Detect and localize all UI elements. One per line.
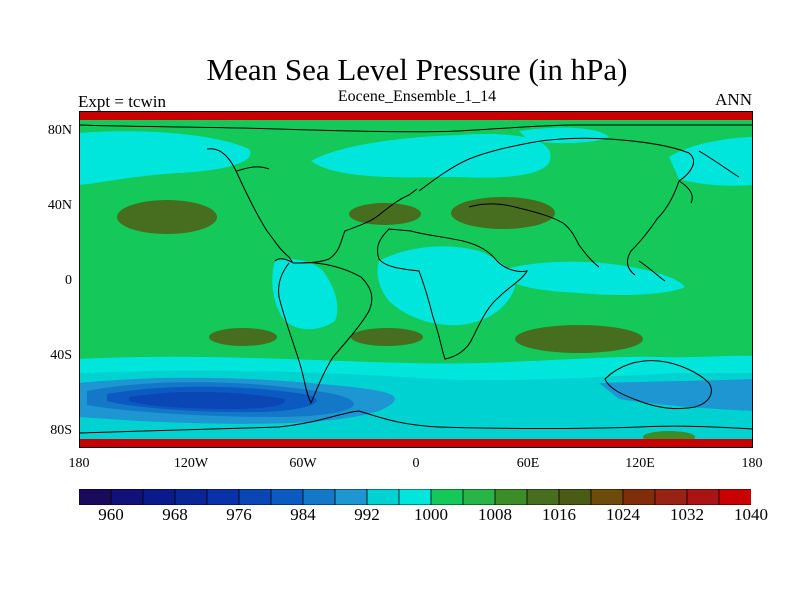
colorbar-label: 1040	[734, 505, 768, 524]
lat-tick-80s: 80S	[50, 423, 72, 438]
coast-antarctica	[79, 410, 753, 434]
south-america-low	[272, 259, 338, 330]
arctic-low	[519, 127, 609, 144]
north-pacific-high	[117, 200, 217, 234]
lon-tick-60e: 60E	[516, 456, 540, 471]
east-low-cell	[733, 383, 753, 411]
southern-blue-light-east	[599, 379, 753, 411]
coast-eurasia	[418, 137, 694, 276]
experiment-label: Expt = tcwin	[78, 92, 166, 111]
colorbar-swatch	[590, 489, 624, 505]
plot-subtitle: Eocene_Ensemble_1_14	[337, 88, 497, 105]
colorbar-label: 1016	[542, 505, 576, 524]
plot-title: Mean Sea Level Pressure (in hPa)	[206, 52, 628, 87]
coast-australia	[604, 360, 712, 410]
colorbar-label: 976	[226, 505, 252, 524]
colorbar-swatch	[654, 489, 688, 505]
colorbar-swatch	[110, 489, 144, 505]
colorbar-swatch	[526, 489, 560, 505]
colorbar-label: 1000	[414, 505, 448, 524]
lon-tick-120e: 120E	[625, 456, 655, 471]
colorbar-swatch	[270, 489, 304, 505]
colorbar-label: 960	[98, 505, 124, 524]
colorbar-swatch	[238, 489, 272, 505]
coast-south-america	[278, 262, 373, 405]
coast-arctic	[79, 124, 753, 133]
colorbar-label: 984	[290, 505, 316, 524]
south-atlantic-high	[351, 328, 423, 346]
colorbar	[79, 489, 751, 505]
colorbar-label: 1032	[670, 505, 704, 524]
lon-tick-180w: 180	[68, 456, 90, 471]
lat-tick-40n: 40N	[47, 198, 72, 213]
colorbar-swatch	[366, 489, 400, 505]
colorbar-swatch	[462, 489, 496, 505]
asia-high	[451, 197, 555, 229]
lat-tick-40s: 40S	[50, 348, 72, 363]
colorbar-swatch	[494, 489, 528, 505]
southern-blue-dark	[129, 391, 285, 409]
colorbar-swatch	[334, 489, 368, 505]
north-atlantic-high	[349, 203, 421, 225]
colorbar-swatch	[622, 489, 656, 505]
coastlines	[79, 124, 753, 434]
colorbar-swatch	[398, 489, 432, 505]
lon-tick-60w: 60W	[289, 456, 317, 471]
colorbar-swatch	[686, 489, 720, 505]
colorbar-label: 1008	[478, 505, 512, 524]
north-pacific-east-low	[669, 137, 753, 186]
coast-north-america	[206, 148, 418, 264]
lon-tick-180e: 180	[741, 456, 763, 471]
indian-ocean-high	[515, 325, 643, 353]
season-label: ANN	[715, 90, 752, 109]
pressure-map	[79, 111, 753, 448]
north-pacific-low	[79, 131, 251, 185]
coast-east-asia	[638, 150, 740, 282]
south-pacific-high	[209, 328, 277, 346]
map-frame	[79, 111, 753, 448]
south-pole-band	[79, 439, 753, 448]
lat-tick-80n: 80N	[47, 123, 72, 138]
north-pole-band	[79, 111, 753, 120]
colorbar-swatch	[79, 489, 112, 505]
coast-africa-europe	[376, 228, 528, 360]
colorbar-swatch	[174, 489, 208, 505]
colorbar-swatch	[430, 489, 464, 505]
lon-tick-0: 0	[412, 456, 420, 471]
colorbar-label: 1024	[606, 505, 640, 524]
north-atlantic-low	[311, 134, 551, 178]
colorbar-label: 992	[354, 505, 380, 524]
colorbar-swatch	[558, 489, 592, 505]
lon-tick-120w: 120W	[173, 456, 209, 471]
lat-tick-0: 0	[65, 273, 72, 288]
colorbar-label: 968	[162, 505, 188, 524]
colorbar-swatch	[718, 489, 751, 505]
colorbar-swatch	[206, 489, 240, 505]
colorbar-swatch	[142, 489, 176, 505]
antarctic-margin	[79, 429, 753, 441]
colorbar-swatch	[302, 489, 336, 505]
africa-low	[377, 246, 516, 326]
indian-low	[499, 261, 685, 295]
